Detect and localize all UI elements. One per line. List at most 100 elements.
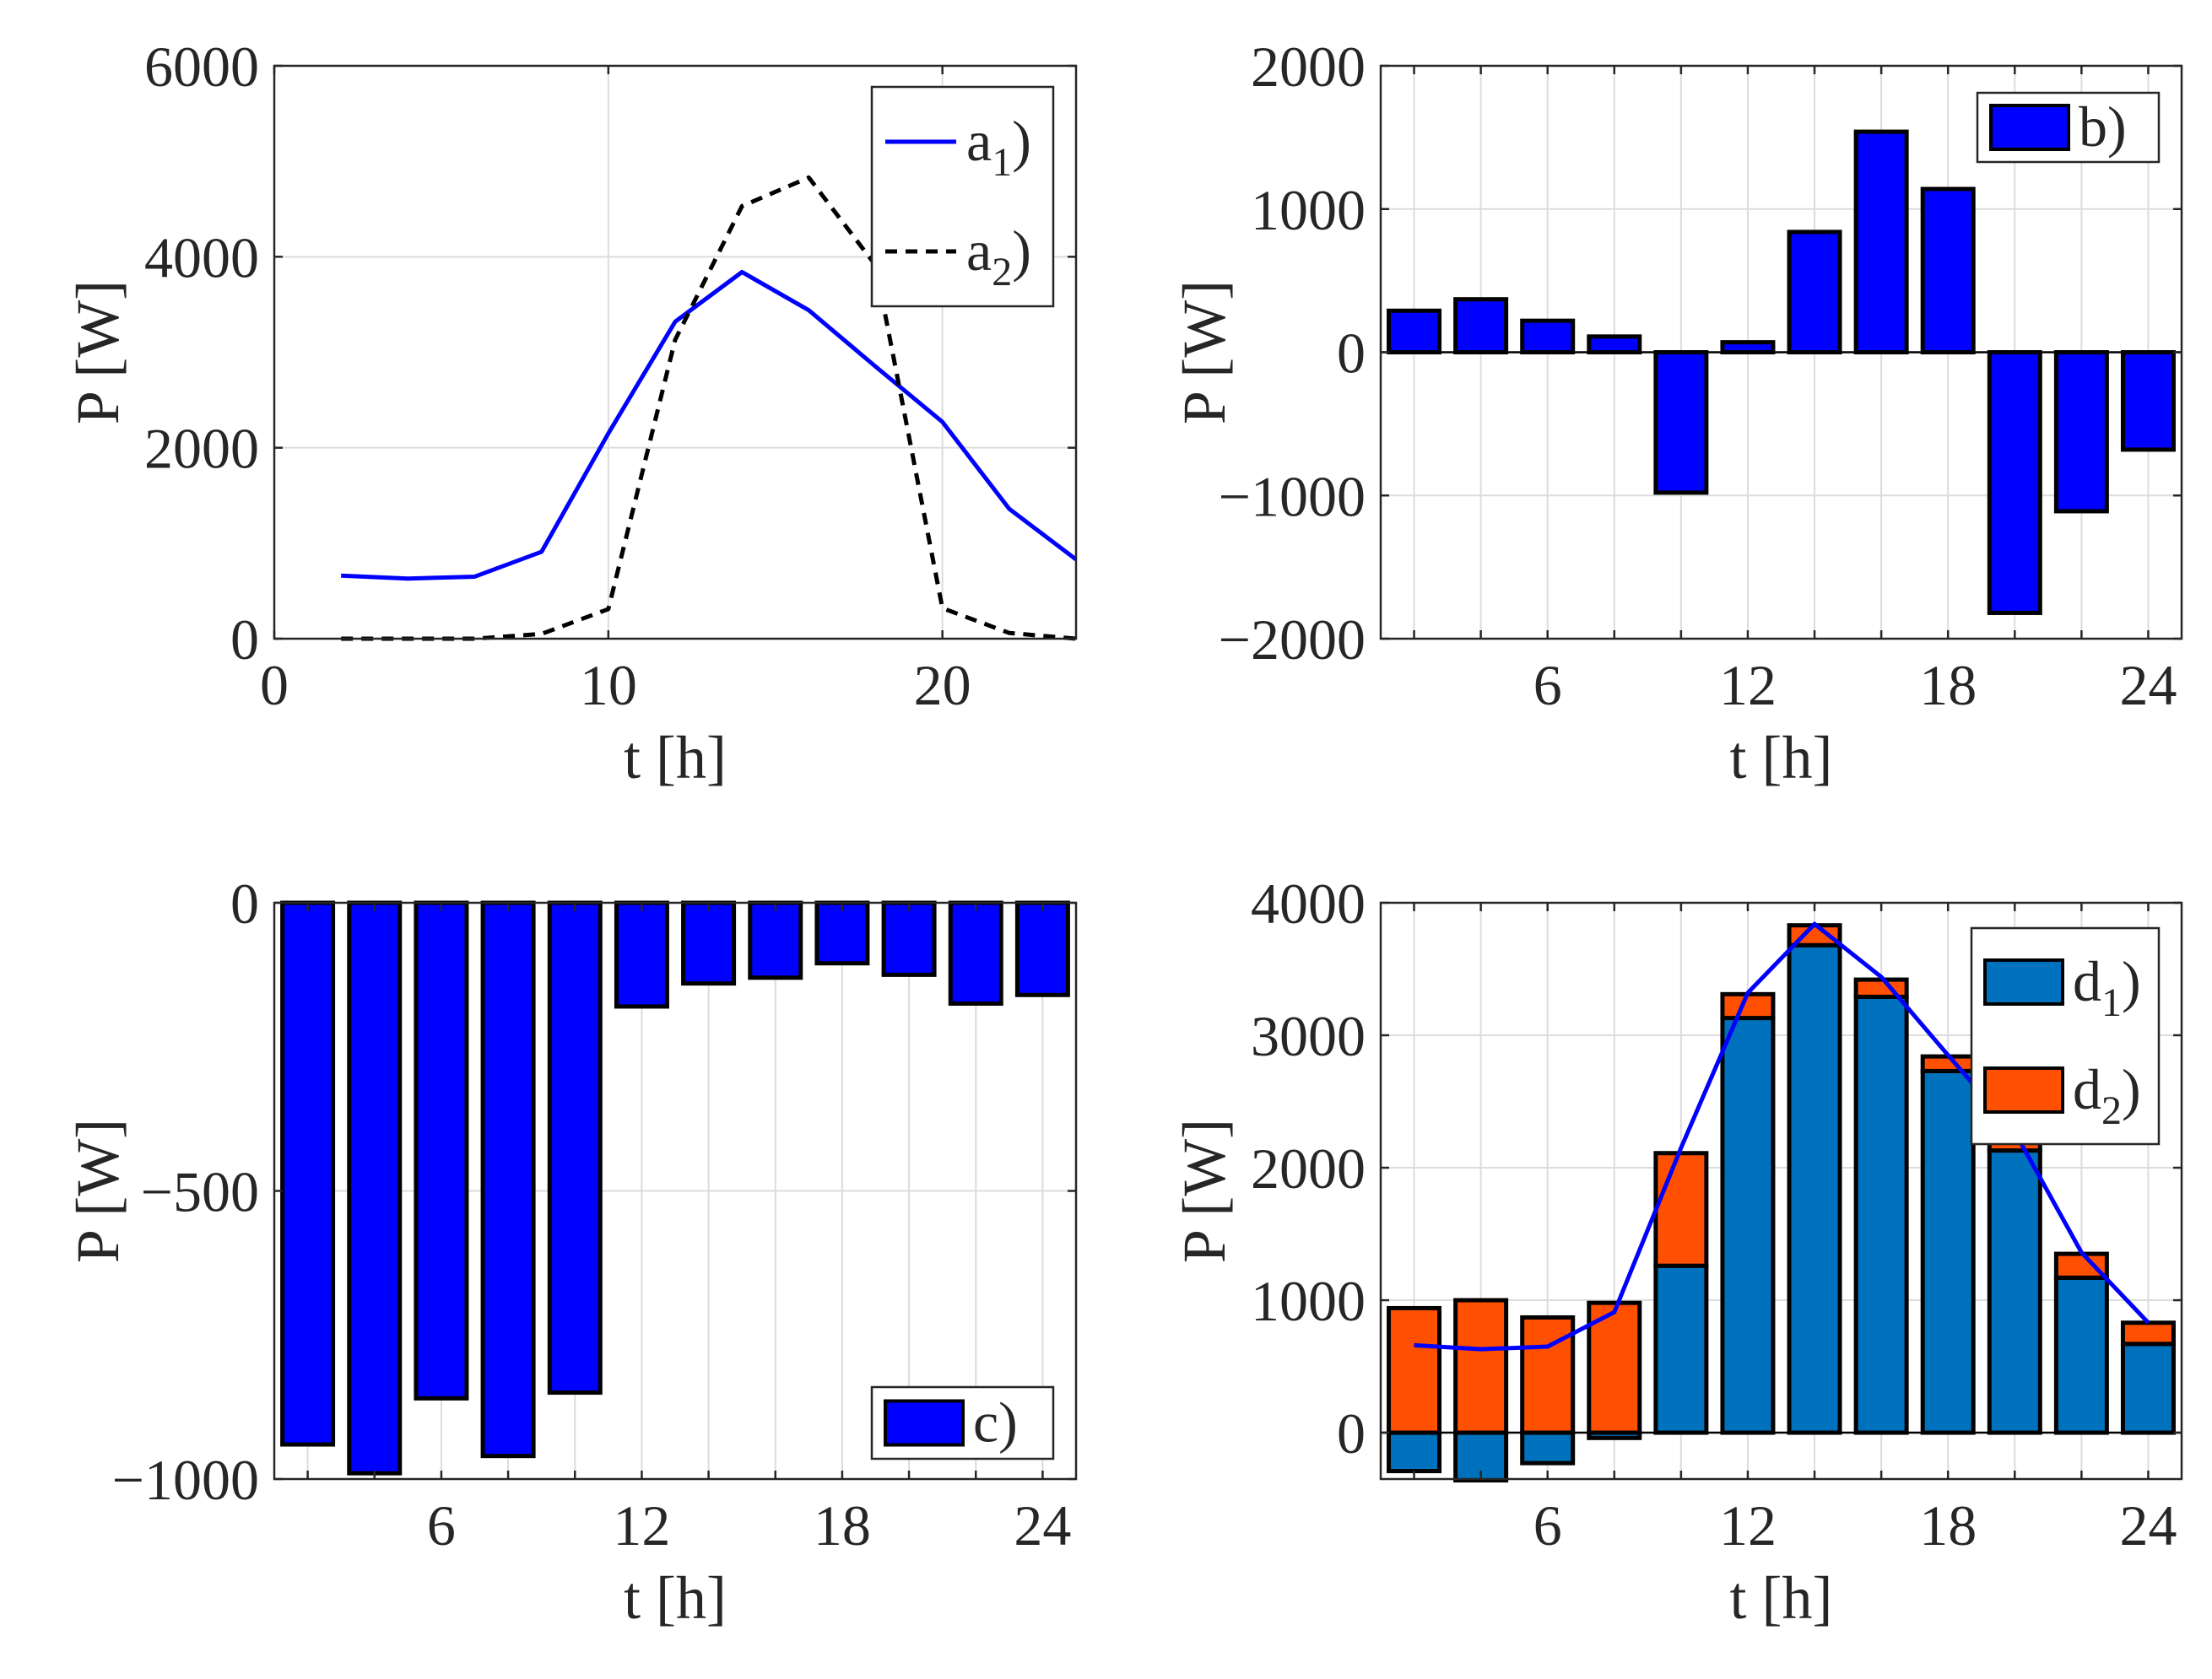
bar — [2120, 350, 2176, 452]
bar — [1520, 318, 1576, 354]
y-tick-label: −1000 — [1219, 464, 1366, 528]
bar — [1653, 350, 1709, 495]
y-tick-label: 0 — [1337, 321, 1366, 386]
x-tick-label: 6 — [427, 1493, 456, 1558]
bar-d2 — [1853, 977, 1909, 999]
bar-d2 — [1920, 1054, 1976, 1073]
y-axis-label: P [W] — [64, 280, 132, 424]
x-tick-label: 18 — [1919, 1493, 1977, 1558]
bar — [547, 900, 603, 1396]
bar — [614, 900, 669, 1009]
x-axis-label: t [h] — [624, 1564, 727, 1632]
bar — [1920, 186, 1976, 354]
series-line-a1 — [341, 269, 1078, 581]
x-tick-label: 24 — [1014, 1493, 1071, 1558]
bar-d1 — [2120, 1342, 2176, 1435]
y-axis-label: P [W] — [1171, 1119, 1238, 1263]
bar — [414, 900, 469, 1401]
x-tick-label: 24 — [2119, 1493, 2177, 1558]
bar-d1 — [1653, 1263, 1709, 1435]
bar-d1 — [1720, 1016, 1776, 1435]
legend-label: b) — [2079, 94, 2127, 159]
bar — [1453, 297, 1509, 355]
bar — [681, 900, 737, 986]
legend: c) — [870, 1385, 1055, 1460]
y-tick-label: 0 — [230, 872, 259, 936]
bar — [748, 900, 803, 980]
tick-marks — [274, 901, 1076, 1481]
tick-marks — [273, 64, 1076, 640]
x-tick-label: 18 — [1919, 653, 1977, 717]
bar — [1720, 340, 1776, 354]
tick-marks — [1381, 901, 2182, 1479]
legend-label: d1) — [2073, 949, 2141, 1025]
legend: a1)a2) — [870, 85, 1055, 308]
x-axis-label: t [h] — [1730, 1564, 1833, 1632]
bar — [1587, 334, 1642, 355]
bar-d1 — [1520, 1430, 1576, 1466]
y-tick-label: 2000 — [1251, 35, 1366, 99]
bar — [881, 900, 937, 977]
y-tick-label: −500 — [141, 1160, 259, 1224]
bar — [280, 900, 336, 1447]
bar — [1014, 900, 1070, 997]
x-tick-label: 18 — [814, 1493, 871, 1558]
data — [1387, 129, 2176, 615]
legend-swatch — [1983, 1066, 2064, 1114]
y-tick-label: 0 — [1337, 1401, 1366, 1466]
legend-swatch — [1983, 958, 2064, 1006]
bar-d1 — [1787, 942, 1842, 1435]
legend-label: a2) — [966, 219, 1031, 294]
x-tick-label: 12 — [1719, 1493, 1777, 1558]
legend: d1)d2) — [1970, 926, 2161, 1146]
y-tick-label: 3000 — [1251, 1004, 1366, 1068]
y-tick-label: 1000 — [1251, 1269, 1366, 1333]
bar — [1853, 129, 1909, 355]
bar-d2 — [1653, 1151, 1709, 1268]
x-tick-label: 6 — [1533, 1493, 1562, 1558]
bar-d1 — [1987, 1148, 2042, 1435]
panel-c: 6 12 18 24 −1000 −500 0 t [h] P [W] c) — [64, 872, 1078, 1632]
bar — [814, 900, 870, 966]
legend-swatch — [884, 1399, 965, 1447]
bar-d1 — [1853, 994, 1909, 1435]
x-tick-label: 10 — [580, 653, 637, 717]
legend-label: a1) — [966, 109, 1031, 185]
x-tick-label: 0 — [260, 653, 289, 717]
bar — [1387, 308, 1442, 354]
x-tick-label: 12 — [613, 1493, 670, 1558]
bar — [1987, 350, 2042, 615]
bar — [347, 900, 403, 1476]
overlay-line — [1414, 921, 2150, 1352]
x-tick-label: 12 — [1719, 653, 1777, 717]
y-axis-label: P [W] — [64, 1119, 132, 1263]
x-axis-label: t [h] — [624, 724, 727, 791]
y-tick-label: 4000 — [144, 225, 259, 289]
legend-swatch — [1989, 104, 2070, 151]
bar-d2 — [1453, 1298, 1509, 1435]
panel-b: 6 12 18 24 −2000 −1000 0 1000 2000 t [h] P [W] b) — [1171, 35, 2183, 791]
y-tick-label: 1000 — [1251, 178, 1366, 242]
bar — [948, 900, 1003, 1007]
y-tick-label: 2000 — [144, 417, 259, 481]
bar-d2 — [2120, 1320, 2176, 1347]
y-tick-label: 2000 — [1251, 1136, 1366, 1201]
y-tick-label: 6000 — [144, 35, 259, 99]
axes-box — [1379, 901, 2183, 1481]
y-axis-label: P [W] — [1171, 280, 1238, 424]
y-tick-label: −2000 — [1219, 607, 1366, 672]
x-axis-label: t [h] — [1730, 724, 1833, 791]
tick-marks — [1381, 64, 2182, 640]
legend-label: c) — [973, 1390, 1018, 1455]
bar — [1787, 229, 1842, 354]
legend-label: d2) — [2073, 1057, 2141, 1133]
x-tick-label: 20 — [914, 653, 971, 717]
y-tick-label: 0 — [230, 607, 259, 672]
bar-d1 — [1920, 1068, 1976, 1435]
x-tick-label: 6 — [1533, 653, 1562, 717]
y-tick-label: −1000 — [112, 1448, 259, 1512]
bar — [480, 900, 536, 1459]
